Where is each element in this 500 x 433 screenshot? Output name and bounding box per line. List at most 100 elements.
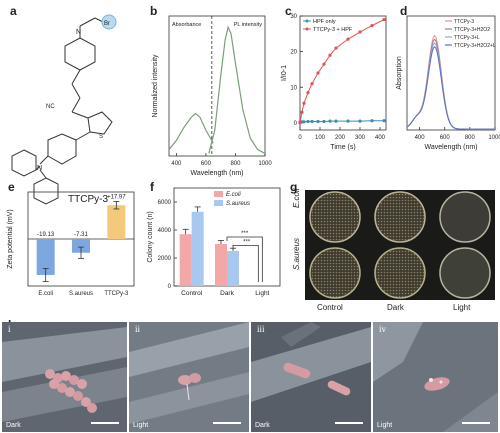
dish-ecoli-control [309,191,361,243]
data-point [328,119,332,123]
x-tick-label: 1000 [488,135,500,141]
significance-mark: *** [241,231,249,237]
data-point [316,119,320,124]
atom-s: S [99,134,103,140]
dish-saureus-dark [374,247,426,299]
sem-index-iii: iii [257,324,265,334]
data-point [310,82,314,86]
chart-d: 400 600 800 1000 Wavelength (nm) Absorption TT… [396,15,500,151]
sem-index-iv: iv [379,324,387,334]
bar-S.aureus [191,211,204,286]
y-tick-label: 4000 [158,228,172,234]
panel-c-label: c [285,4,292,18]
bar-E.coli [179,234,192,286]
legend-label: TTCPy-3 [454,19,474,25]
y-axis-label: Absorption [396,56,403,90]
scale-bar [335,422,363,424]
series-line-1 [208,25,266,154]
data-point [382,17,386,22]
y-axis-label: Colony count (n) [147,211,154,262]
bar-S.aureus [227,251,239,286]
data-point [298,121,302,125]
data-point [358,30,362,34]
x-tick-label: 1000 [258,161,272,167]
sem-image-iii: iii Dark [251,322,371,432]
dish-saureus-light [439,247,491,299]
legend-label: TTCPy-3+L [454,35,480,41]
legend-label: TTCPy-3 + HPF [313,27,353,33]
x-tick-label: Control [181,290,203,297]
legend-pl-intensity: PL intensity [234,22,262,28]
legend-label: TTCPy-3+H2O2 [454,27,490,33]
data-point [306,119,310,124]
value-label: -7.31 [74,232,88,238]
x-axis-label: Wavelength (nm) [190,170,243,177]
significance-bracket [232,245,259,282]
x-tick-label: 200 [335,135,346,141]
data-point [316,71,320,75]
x-tick-label: 800 [230,161,241,167]
petri-dish-grid: Control Dark Light [305,190,495,312]
series-line-1 [406,38,495,130]
x-tick-label: 400 [375,135,386,141]
data-point [300,110,304,114]
panel-d-label: d [400,4,408,18]
plot-frame [168,15,266,157]
dish-col-light: Light [453,303,471,312]
dish-ecoli-light [439,191,491,243]
dish-saureus-control [309,247,361,299]
significance-mark: *** [243,239,251,245]
sem-image-iv: iv Light [373,322,498,432]
legend-label: E.coli [226,192,241,198]
data-point [302,101,306,105]
sem-index-ii: ii [135,324,141,334]
value-label: +17.97 [107,194,126,200]
dish-row-saureus: S.aureus [292,237,301,270]
value-label: -19.13 [37,232,55,238]
chart-f: 0 2000 4000 6000 Control Dark Light Colony coun… [147,187,281,297]
x-tick-label: Dark [220,290,234,297]
data-point [382,119,386,123]
sem-condition-iii: Dark [255,422,270,429]
y-tick-label: 6000 [158,200,172,206]
data-point [322,119,326,124]
series-line-0 [406,34,495,130]
x-tick-label: TTCPy-3 [104,291,129,297]
molecule-structure: N Br NC N S [11,14,117,205]
x-tick-label: 400 [415,135,426,141]
series-line-2 [406,42,495,130]
plot-frame [406,15,496,131]
data-point [302,120,306,124]
y-tick-label: 10 [290,85,297,91]
data-point [310,119,314,124]
sem-image-i: i Dark [2,322,127,432]
sem-condition-iv: Light [377,422,393,429]
x-tick-label: 400 [171,161,182,167]
atom-cn: NC [46,104,55,110]
data-point [334,46,338,50]
data-point [370,24,374,28]
y-tick-label: 30 [290,14,297,20]
panel-b-label: b [150,4,158,18]
data-point [306,90,310,95]
atom-n-amine: N [37,165,42,172]
molecule-name: TTCPy-3 [68,194,108,205]
atom-n-plus: N [76,29,81,36]
data-point [370,119,374,123]
atom-br: Br [104,21,110,27]
dish-col-control: Control [317,303,343,312]
plot-frame [299,15,387,131]
x-tick-label: 0 [298,135,302,141]
legend-label: HPF only [313,19,336,25]
scale-bar [213,422,241,424]
legend-marker [305,27,309,31]
y-axis-label: Normalized intensity [152,54,159,118]
legend-label: S.aureus [226,201,250,207]
bar-E.coli [215,244,227,286]
x-tick-label: E.coli [38,291,53,297]
legend-label: TTCPy-3+H2O2+L [454,43,496,49]
x-tick-label: S.aureus [69,291,93,297]
y-tick-label: 20 [290,50,297,56]
panel-f-label: f [150,180,154,194]
y-tick-label: 0 [168,284,172,290]
